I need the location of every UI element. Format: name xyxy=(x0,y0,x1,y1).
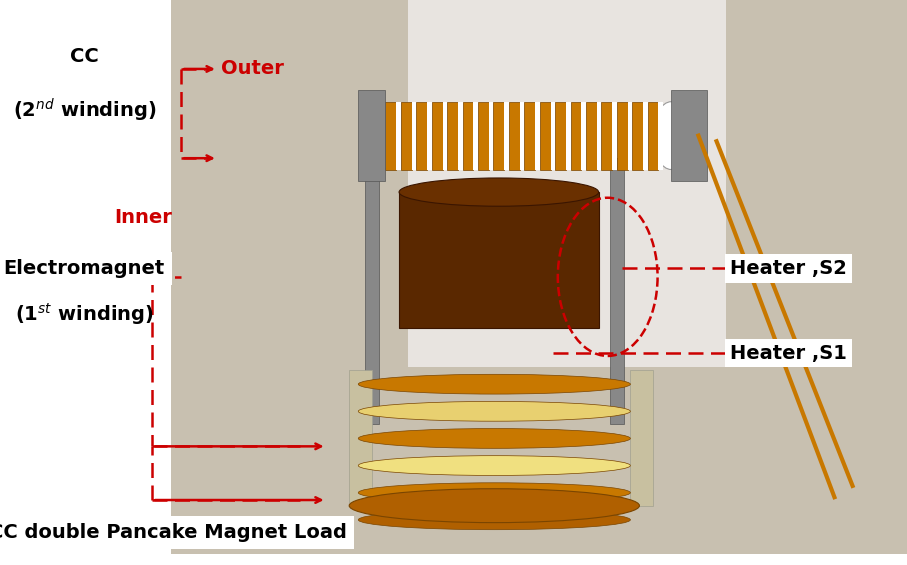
Bar xyxy=(658,102,663,170)
Bar xyxy=(171,554,907,565)
Bar xyxy=(540,102,551,170)
Bar xyxy=(432,102,443,170)
Bar xyxy=(671,90,707,181)
Bar xyxy=(385,102,396,170)
Bar xyxy=(0,0,171,565)
Bar xyxy=(171,0,907,565)
Text: CC: CC xyxy=(70,47,99,66)
Bar xyxy=(504,102,509,170)
Bar xyxy=(612,102,617,170)
Bar xyxy=(473,102,478,170)
Text: Outer: Outer xyxy=(221,59,284,79)
Bar xyxy=(586,102,597,170)
Bar xyxy=(632,102,643,170)
Bar xyxy=(399,192,599,328)
Bar xyxy=(551,102,555,170)
Text: Heater ,S1: Heater ,S1 xyxy=(730,344,847,363)
Bar xyxy=(408,0,726,367)
Bar xyxy=(630,370,653,506)
Bar xyxy=(617,102,628,170)
Ellipse shape xyxy=(399,178,599,206)
Ellipse shape xyxy=(363,102,399,170)
Bar xyxy=(648,102,658,170)
Bar xyxy=(597,102,601,170)
Bar xyxy=(535,102,540,170)
Ellipse shape xyxy=(358,401,630,421)
Text: (2$^{nd}$ winding): (2$^{nd}$ winding) xyxy=(13,97,156,124)
Bar xyxy=(463,102,473,170)
Bar xyxy=(520,102,524,170)
Bar xyxy=(566,102,571,170)
Bar xyxy=(412,102,416,170)
Bar xyxy=(401,102,412,170)
Bar xyxy=(610,158,624,424)
Ellipse shape xyxy=(358,510,630,530)
Bar xyxy=(493,102,504,170)
Bar xyxy=(643,102,648,170)
Text: Electromagnet: Electromagnet xyxy=(4,259,165,278)
Ellipse shape xyxy=(653,102,689,170)
Bar xyxy=(601,102,612,170)
Bar xyxy=(555,102,566,170)
Bar xyxy=(581,102,586,170)
Bar xyxy=(427,102,432,170)
Bar xyxy=(524,102,535,170)
Bar xyxy=(416,102,427,170)
Text: Inner: Inner xyxy=(114,208,172,227)
Bar xyxy=(365,158,379,424)
Bar xyxy=(349,370,372,506)
Ellipse shape xyxy=(358,455,630,476)
Bar xyxy=(458,102,463,170)
Bar xyxy=(571,102,581,170)
Bar xyxy=(478,102,489,170)
Bar xyxy=(396,102,401,170)
Bar xyxy=(509,102,520,170)
Ellipse shape xyxy=(358,483,630,503)
Bar xyxy=(358,90,385,181)
Ellipse shape xyxy=(349,489,639,523)
Text: (1$^{st}$ winding): (1$^{st}$ winding) xyxy=(15,301,154,327)
Ellipse shape xyxy=(358,374,630,394)
Bar xyxy=(443,102,447,170)
Bar xyxy=(489,102,493,170)
Text: Heater ,S2: Heater ,S2 xyxy=(730,259,847,278)
Text: CC double Pancake Magnet Load: CC double Pancake Magnet Load xyxy=(0,523,346,542)
Bar xyxy=(447,102,458,170)
Bar xyxy=(628,102,632,170)
Ellipse shape xyxy=(358,428,630,449)
